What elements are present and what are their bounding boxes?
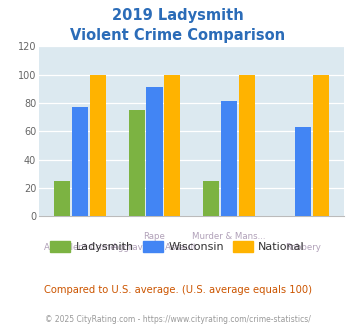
- Bar: [146, 87, 163, 216]
- Bar: [203, 181, 219, 216]
- Text: Rape: Rape: [143, 232, 165, 241]
- Bar: [129, 110, 144, 216]
- Text: Compared to U.S. average. (U.S. average equals 100): Compared to U.S. average. (U.S. average …: [44, 285, 311, 295]
- Bar: [295, 127, 311, 216]
- Text: © 2025 CityRating.com - https://www.cityrating.com/crime-statistics/: © 2025 CityRating.com - https://www.city…: [45, 315, 310, 324]
- Bar: [72, 107, 88, 216]
- Bar: [54, 181, 70, 216]
- Text: 2019 Ladysmith: 2019 Ladysmith: [111, 8, 244, 23]
- Text: Murder & Mans...: Murder & Mans...: [192, 232, 266, 241]
- Bar: [90, 75, 106, 216]
- Bar: [313, 75, 329, 216]
- Bar: [239, 75, 255, 216]
- Text: Violent Crime Comparison: Violent Crime Comparison: [70, 28, 285, 43]
- Legend: Ladysmith, Wisconsin, National: Ladysmith, Wisconsin, National: [46, 237, 309, 257]
- Text: Robbery: Robbery: [285, 243, 321, 252]
- Text: Aggravated Assault: Aggravated Assault: [112, 243, 197, 252]
- Text: All Violent Crime: All Violent Crime: [44, 243, 116, 252]
- Bar: [164, 75, 180, 216]
- Bar: [221, 101, 237, 216]
